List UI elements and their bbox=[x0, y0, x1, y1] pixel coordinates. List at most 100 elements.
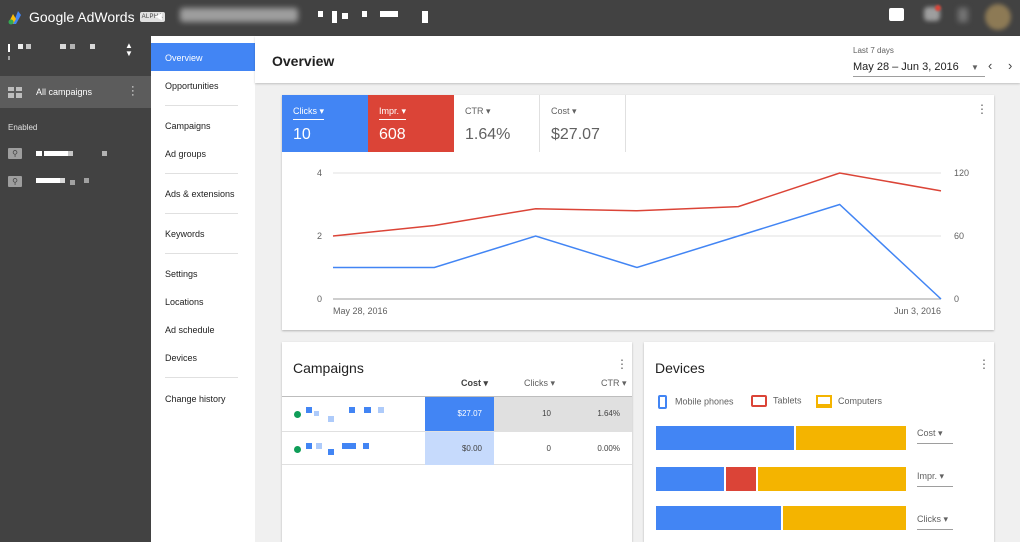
tablet-icon bbox=[751, 395, 767, 407]
cell-cost: $0.00 bbox=[425, 432, 494, 465]
brand-name: Google AdWords bbox=[29, 9, 135, 25]
nav-label: Campaigns bbox=[165, 121, 211, 131]
top-app-bar: Google AdWords ALPHA ◀ bbox=[0, 0, 1020, 36]
legend-tablets: Tablets bbox=[751, 395, 802, 407]
column-header-cost[interactable]: Cost ▾ bbox=[461, 378, 489, 388]
adwords-logo[interactable]: Google AdWords ALPHA bbox=[8, 9, 165, 25]
nav-overview[interactable]: Overview bbox=[151, 43, 255, 71]
stacked-bar bbox=[656, 426, 906, 450]
metric-label[interactable]: Impr. ▾ bbox=[379, 106, 407, 120]
series-line-impr bbox=[332, 172, 942, 237]
table-row[interactable]: $0.00 0 0.00% bbox=[282, 432, 632, 465]
grid-view-icon bbox=[8, 87, 22, 98]
collapse-arrow-icon[interactable]: ◀ bbox=[155, 11, 162, 21]
bar-segment bbox=[756, 467, 906, 491]
bar-segment bbox=[656, 506, 781, 530]
column-header-ctr[interactable]: CTR ▾ bbox=[601, 378, 627, 388]
chevron-down-icon[interactable]: ▼ bbox=[971, 63, 979, 72]
stacked-bar bbox=[656, 506, 906, 530]
nav-settings[interactable]: Settings bbox=[151, 259, 255, 287]
nav-label: Locations bbox=[165, 297, 204, 307]
more-vert-icon[interactable]: ⋮ bbox=[976, 102, 988, 116]
notification-badge bbox=[935, 5, 941, 11]
nav-label: Opportunities bbox=[165, 81, 219, 91]
metric-label[interactable]: Cost ▾ bbox=[551, 106, 577, 116]
divider bbox=[165, 173, 238, 174]
y-right-tick-label: 0 bbox=[954, 294, 959, 304]
page-title: Overview bbox=[272, 53, 335, 69]
computer-icon bbox=[816, 395, 832, 408]
nav-ad-schedule[interactable]: Ad schedule bbox=[151, 315, 255, 343]
briefcase-icon[interactable] bbox=[889, 8, 904, 21]
cell-clicks: 10 bbox=[494, 397, 557, 431]
search-campaign-icon: ⚲ bbox=[8, 176, 22, 187]
table-row[interactable]: $27.07 10 1.64% bbox=[282, 397, 632, 432]
account-name-redacted bbox=[180, 8, 298, 22]
metric-cost[interactable]: Cost ▾ $27.07 bbox=[540, 95, 626, 152]
nav-label: Ad groups bbox=[165, 149, 207, 159]
divider bbox=[165, 105, 238, 106]
y-right-tick-label: 60 bbox=[954, 231, 964, 241]
account-sidebar: ▲ ▼ All campaigns · · · Enabled ⚲ ⚲ bbox=[0, 36, 151, 542]
metric-value: $27.07 bbox=[551, 126, 600, 143]
campaign-name-redacted bbox=[36, 151, 42, 156]
metric-ctr[interactable]: CTR ▾ 1.64% bbox=[454, 95, 540, 152]
more-vert-icon[interactable]: · · · bbox=[131, 81, 135, 101]
nav-label: Devices bbox=[165, 353, 198, 363]
legend-mobile: Mobile phones bbox=[658, 395, 734, 409]
more-vert-icon[interactable]: ⋮ bbox=[616, 357, 628, 371]
chevron-right-icon[interactable]: › bbox=[1008, 58, 1013, 73]
bar-metric-select[interactable]: Cost ▾ bbox=[917, 428, 953, 444]
all-campaigns-label: All campaigns bbox=[36, 87, 93, 97]
nav-label: Change history bbox=[165, 394, 226, 404]
card-title: Devices bbox=[655, 360, 705, 376]
divider bbox=[165, 213, 238, 214]
x-tick-label: May 28, 2016 bbox=[333, 306, 388, 316]
date-range-underline bbox=[853, 76, 985, 77]
nav-label: Overview bbox=[165, 53, 203, 63]
account-selector[interactable]: ▲ ▼ bbox=[0, 36, 151, 76]
nav-keywords[interactable]: Keywords bbox=[151, 219, 255, 247]
column-header-clicks[interactable]: Clicks ▾ bbox=[524, 378, 556, 388]
bar-metric-select[interactable]: Impr. ▾ bbox=[917, 471, 953, 487]
nav-ads-extensions[interactable]: Ads & extensions bbox=[151, 179, 255, 207]
x-tick-label: Jun 3, 2016 bbox=[894, 306, 941, 316]
alpha-badge: ALPHA bbox=[139, 12, 165, 22]
search-campaign-icon: ⚲ bbox=[8, 148, 22, 159]
performance-card: Clicks ▾ 10 Impr. ▾ 608 CTR ▾ 1.64% Cost… bbox=[282, 95, 994, 330]
campaign-item[interactable]: ⚲ bbox=[0, 140, 151, 168]
date-range-selector[interactable]: May 28 – Jun 3, 2016 bbox=[853, 61, 959, 73]
bar-segment bbox=[656, 467, 724, 491]
card-title: Campaigns bbox=[293, 360, 364, 376]
devices-card: Devices ⋮ Mobile phones Tablets Computer… bbox=[644, 342, 994, 542]
all-campaigns-item[interactable]: All campaigns · · · bbox=[0, 76, 151, 108]
google-logo-icon bbox=[8, 11, 21, 25]
bar-segment bbox=[781, 506, 906, 530]
nav-locations[interactable]: Locations bbox=[151, 287, 255, 315]
page-header: Overview Last 7 days May 28 – Jun 3, 201… bbox=[255, 36, 1020, 83]
metric-value: 10 bbox=[293, 126, 311, 143]
metric-label[interactable]: Clicks ▾ bbox=[293, 106, 325, 120]
nav-change-history[interactable]: Change history bbox=[151, 384, 255, 412]
nav-campaigns[interactable]: Campaigns bbox=[151, 111, 255, 139]
more-vert-icon[interactable]: ⋮ bbox=[978, 357, 990, 371]
account-switch-icon[interactable]: ▲ ▼ bbox=[125, 41, 133, 58]
nav-label: Ad schedule bbox=[165, 325, 215, 335]
nav-devices[interactable]: Devices bbox=[151, 343, 255, 371]
campaign-item[interactable]: ⚲ bbox=[0, 168, 151, 196]
nav-opportunities[interactable]: Opportunities bbox=[151, 71, 255, 99]
nav-ad-groups[interactable]: Ad groups bbox=[151, 139, 255, 167]
status-enabled-icon bbox=[294, 446, 301, 453]
bar-metric-select[interactable]: Clicks ▾ bbox=[917, 514, 953, 530]
bar-segment bbox=[793, 426, 906, 450]
avatar[interactable] bbox=[985, 4, 1011, 30]
y-left-tick-label: 4 bbox=[317, 168, 322, 178]
chevron-left-icon[interactable]: ‹ bbox=[988, 58, 993, 73]
enabled-section-label: Enabled bbox=[8, 123, 38, 132]
more-vert-icon[interactable] bbox=[958, 8, 968, 22]
metric-label[interactable]: CTR ▾ bbox=[465, 106, 491, 116]
y-left-tick-label: 2 bbox=[317, 231, 322, 241]
metric-clicks[interactable]: Clicks ▾ 10 bbox=[282, 95, 368, 152]
cell-ctr: 1.64% bbox=[557, 397, 632, 431]
metric-impressions[interactable]: Impr. ▾ 608 bbox=[368, 95, 454, 152]
